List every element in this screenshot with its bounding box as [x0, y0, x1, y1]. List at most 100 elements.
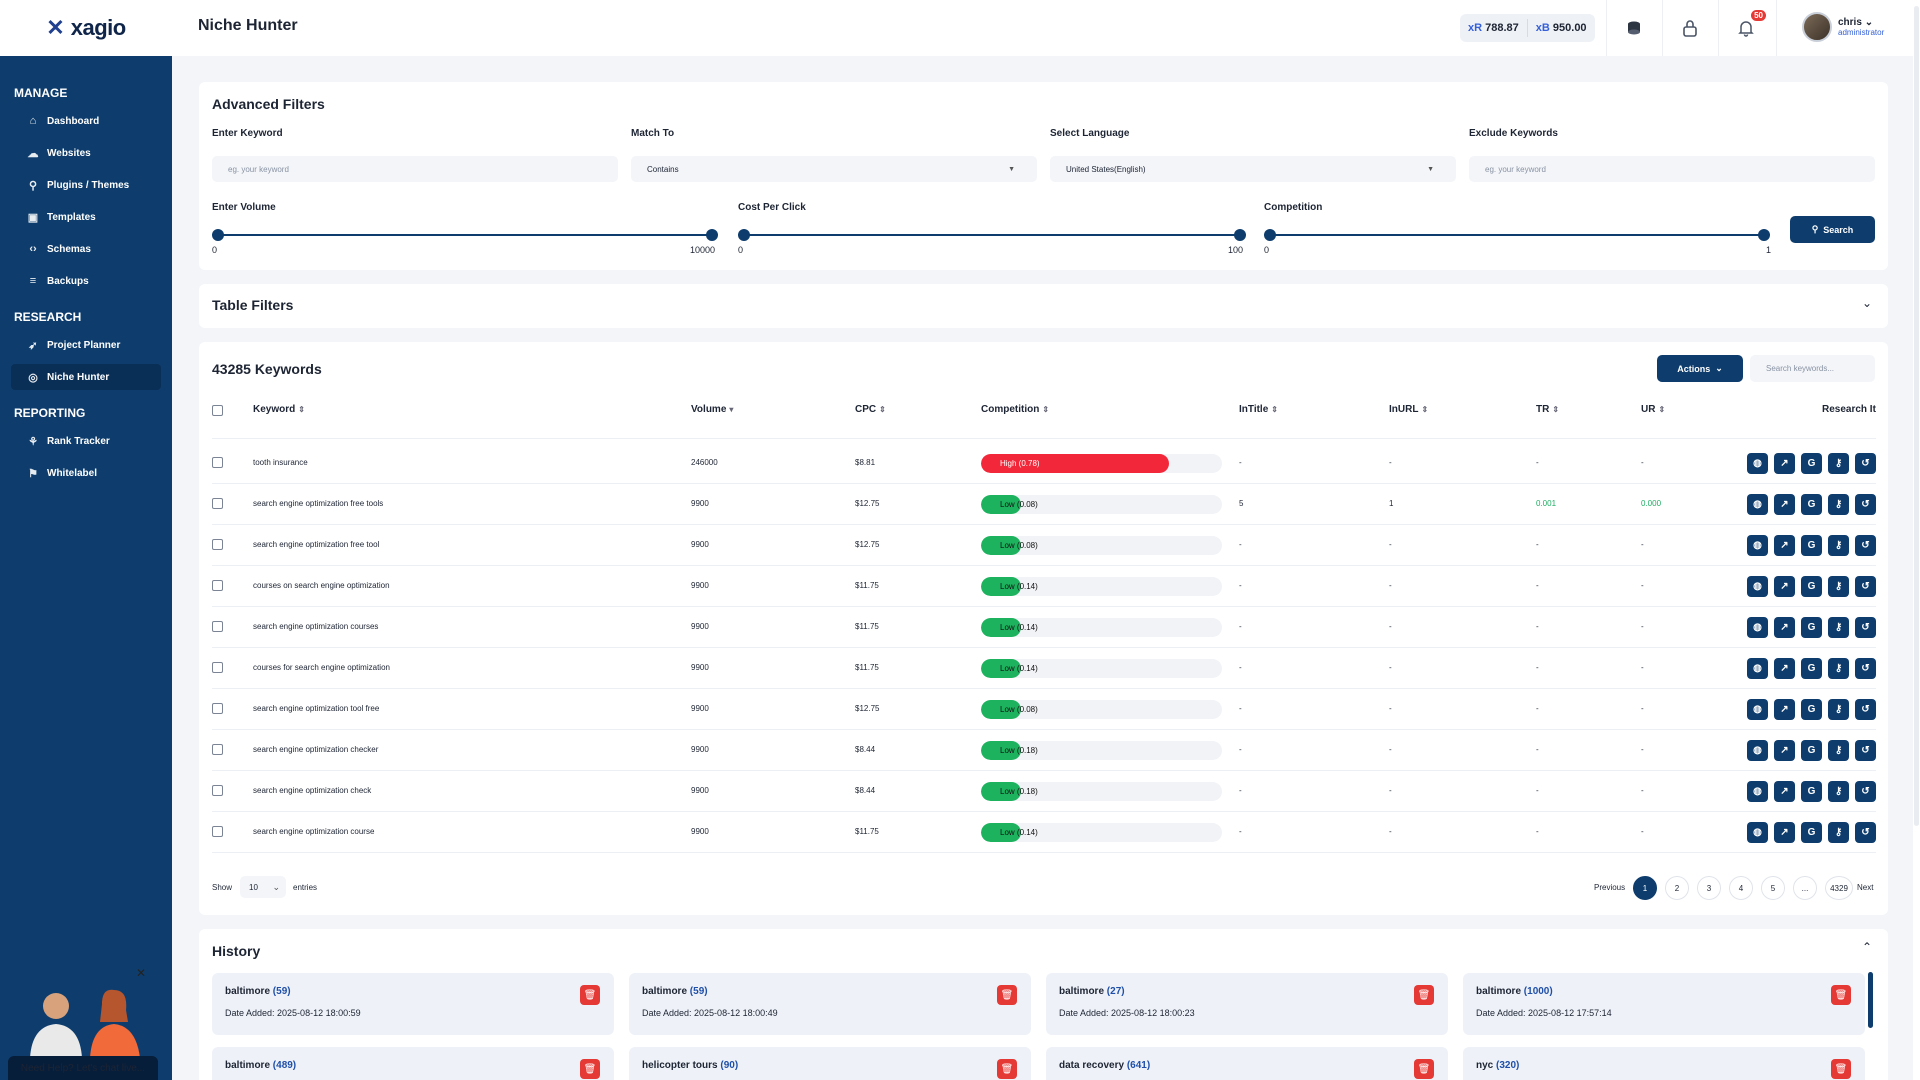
- google-action-button[interactable]: G: [1801, 576, 1822, 597]
- google-action-button[interactable]: G: [1801, 658, 1822, 679]
- column-volume[interactable]: Volume ▾: [691, 404, 733, 415]
- history-item[interactable]: baltimore (489) 🗑: [212, 1047, 614, 1080]
- pagination-next[interactable]: Next: [1857, 883, 1874, 892]
- search-button[interactable]: ⚲ Search: [1790, 216, 1875, 243]
- slider-handle-max[interactable]: [1234, 229, 1246, 241]
- logo[interactable]: ✕ xagio: [0, 0, 172, 56]
- slider-handle-min[interactable]: [212, 229, 224, 241]
- globe-action-button[interactable]: ◍: [1747, 658, 1768, 679]
- slider-handle-min[interactable]: [1264, 229, 1276, 241]
- sidebar-item-dashboard[interactable]: ⌂ Dashboard: [11, 108, 161, 134]
- history-action-button[interactable]: ↺: [1855, 617, 1876, 638]
- google-action-button[interactable]: G: [1801, 617, 1822, 638]
- page-scrollbar[interactable]: [1913, 0, 1920, 1080]
- trend-action-button[interactable]: ↗: [1774, 576, 1795, 597]
- slider-handle-max[interactable]: [706, 229, 718, 241]
- history-action-button[interactable]: ↺: [1855, 658, 1876, 679]
- match-select[interactable]: Contains ▼: [631, 156, 1037, 182]
- key-action-button[interactable]: ⚷: [1828, 699, 1849, 720]
- history-item[interactable]: nyc (320) 🗑: [1463, 1047, 1865, 1080]
- pagination-page[interactable]: 1: [1633, 876, 1657, 900]
- google-action-button[interactable]: G: [1801, 453, 1822, 474]
- key-action-button[interactable]: ⚷: [1828, 822, 1849, 843]
- credits-display[interactable]: xR 788.87 xB 950.00: [1460, 14, 1595, 42]
- delete-history-button[interactable]: 🗑: [997, 1059, 1017, 1079]
- chevron-up-icon[interactable]: ⌃: [1862, 940, 1873, 954]
- language-select[interactable]: United States(English) ▼: [1050, 156, 1456, 182]
- google-action-button[interactable]: G: [1801, 535, 1822, 556]
- volume-slider[interactable]: [212, 225, 718, 245]
- delete-history-button[interactable]: 🗑: [1831, 985, 1851, 1005]
- close-icon[interactable]: ✕: [136, 966, 147, 980]
- row-checkbox[interactable]: [212, 785, 223, 796]
- trend-action-button[interactable]: ↗: [1774, 781, 1795, 802]
- globe-action-button[interactable]: ◍: [1747, 576, 1768, 597]
- sidebar-item-backups[interactable]: ≡ Backups: [11, 268, 161, 294]
- trend-action-button[interactable]: ↗: [1774, 740, 1795, 761]
- key-action-button[interactable]: ⚷: [1828, 535, 1849, 556]
- row-checkbox[interactable]: [212, 703, 223, 714]
- user-menu[interactable]: chris ⌄ administrator: [1802, 12, 1884, 42]
- pagination-page[interactable]: 3: [1697, 876, 1721, 900]
- row-checkbox[interactable]: [212, 744, 223, 755]
- sidebar-item-niche-hunter[interactable]: ◎ Niche Hunter: [11, 364, 161, 390]
- history-action-button[interactable]: ↺: [1855, 576, 1876, 597]
- bell-icon[interactable]: 50: [1734, 10, 1766, 40]
- coins-icon[interactable]: [1622, 16, 1646, 40]
- key-action-button[interactable]: ⚷: [1828, 658, 1849, 679]
- history-action-button[interactable]: ↺: [1855, 822, 1876, 843]
- delete-history-button[interactable]: 🗑: [1414, 1059, 1434, 1079]
- trend-action-button[interactable]: ↗: [1774, 494, 1795, 515]
- delete-history-button[interactable]: 🗑: [1414, 985, 1434, 1005]
- history-action-button[interactable]: ↺: [1855, 740, 1876, 761]
- delete-history-button[interactable]: 🗑: [1831, 1059, 1851, 1079]
- row-checkbox[interactable]: [212, 539, 223, 550]
- support-agents-image[interactable]: [16, 982, 148, 1058]
- key-action-button[interactable]: ⚷: [1828, 494, 1849, 515]
- pagination-previous[interactable]: Previous: [1594, 883, 1626, 892]
- delete-history-button[interactable]: 🗑: [580, 985, 600, 1005]
- column-tr[interactable]: TR ⇕: [1536, 404, 1559, 415]
- trend-action-button[interactable]: ↗: [1774, 699, 1795, 720]
- history-item[interactable]: baltimore (59) Date Added: 2025-08-12 18:…: [629, 973, 1031, 1035]
- history-scrollbar[interactable]: [1868, 972, 1873, 1028]
- history-item[interactable]: helicopter tours (90) 🗑: [629, 1047, 1031, 1080]
- google-action-button[interactable]: G: [1801, 699, 1822, 720]
- row-checkbox[interactable]: [212, 498, 223, 509]
- pagination-page[interactable]: 4: [1729, 876, 1753, 900]
- select-all-checkbox[interactable]: [212, 405, 223, 416]
- competition-slider[interactable]: [1264, 225, 1770, 245]
- slider-handle-min[interactable]: [738, 229, 750, 241]
- scrollbar-thumb[interactable]: [1914, 6, 1919, 826]
- slider-handle-max[interactable]: [1758, 229, 1770, 241]
- history-action-button[interactable]: ↺: [1855, 781, 1876, 802]
- pagination-page[interactable]: 5: [1761, 876, 1785, 900]
- column-inurl[interactable]: InURL ⇕: [1389, 404, 1428, 415]
- history-item[interactable]: data recovery (641) 🗑: [1046, 1047, 1448, 1080]
- globe-action-button[interactable]: ◍: [1747, 535, 1768, 556]
- google-action-button[interactable]: G: [1801, 781, 1822, 802]
- history-action-button[interactable]: ↺: [1855, 535, 1876, 556]
- sidebar-item-project-planner[interactable]: ➶ Project Planner: [11, 332, 161, 358]
- pagination-page[interactable]: 4329: [1825, 876, 1853, 900]
- column-competition[interactable]: Competition ⇕: [981, 404, 1049, 415]
- sidebar-item-schemas[interactable]: ‹› Schemas: [11, 236, 161, 262]
- history-action-button[interactable]: ↺: [1855, 453, 1876, 474]
- globe-action-button[interactable]: ◍: [1747, 781, 1768, 802]
- trend-action-button[interactable]: ↗: [1774, 535, 1795, 556]
- keyword-input[interactable]: eg. your keyword: [212, 156, 618, 182]
- key-action-button[interactable]: ⚷: [1828, 453, 1849, 474]
- entries-select[interactable]: 10 ⌄: [240, 876, 286, 898]
- google-action-button[interactable]: G: [1801, 822, 1822, 843]
- row-checkbox[interactable]: [212, 457, 223, 468]
- history-action-button[interactable]: ↺: [1855, 699, 1876, 720]
- sidebar-item-templates[interactable]: ▣ Templates: [11, 204, 161, 230]
- search-keywords-input[interactable]: Search keywords...: [1750, 355, 1875, 382]
- live-chat-button[interactable]: Need Help? Let's chat live...: [8, 1056, 158, 1080]
- chevron-down-icon[interactable]: ⌄: [1862, 296, 1873, 310]
- globe-action-button[interactable]: ◍: [1747, 617, 1768, 638]
- trend-action-button[interactable]: ↗: [1774, 822, 1795, 843]
- cpc-slider[interactable]: [738, 225, 1246, 245]
- sidebar-item-rank-tracker[interactable]: ⚘ Rank Tracker: [11, 428, 161, 454]
- sidebar-item-websites[interactable]: ☁ Websites: [11, 140, 161, 166]
